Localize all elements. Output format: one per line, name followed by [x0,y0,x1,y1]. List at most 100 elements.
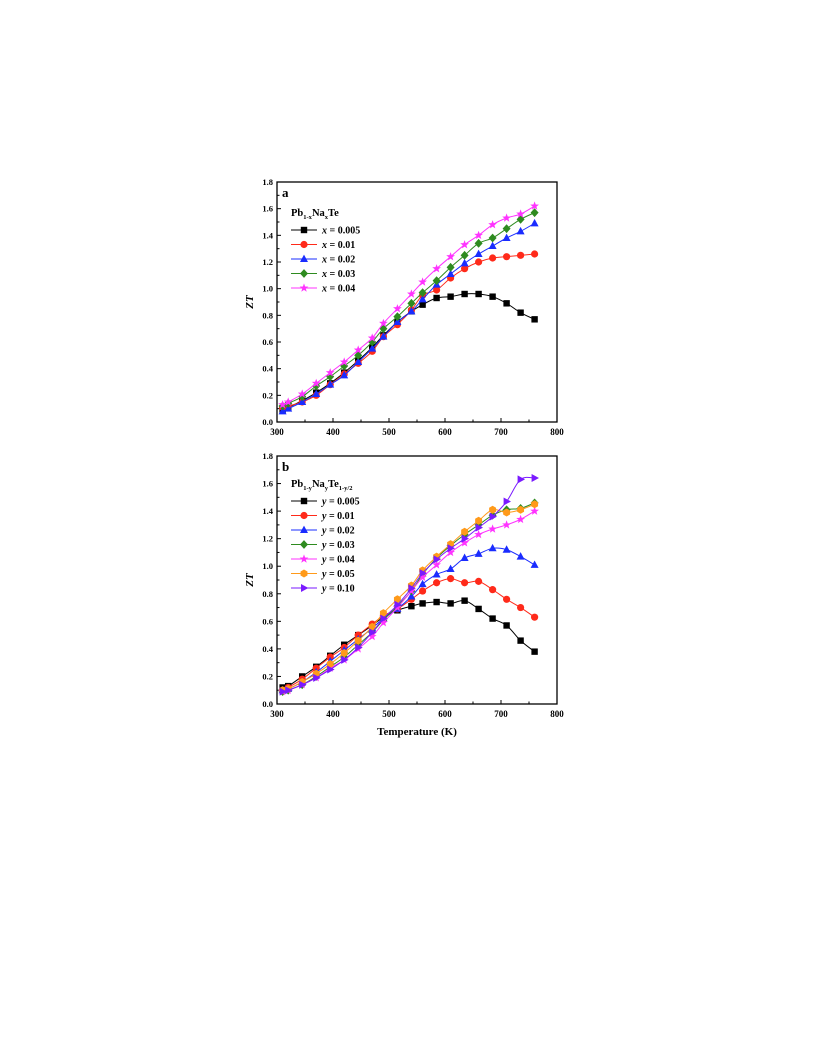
data-point [488,233,497,243]
legend-label: y = 0.04 [321,555,355,566]
chart-panel-a: 300 400 500 600 700 800 0.0 0.2 0.4 0.6 0.8 1.0 1.2 1… [244,177,564,437]
data-point [285,686,293,695]
legend-value: 0.01 [337,511,355,522]
data-point [475,258,483,266]
y-tick-label: 1.2 [262,257,273,267]
data-point [297,389,307,398]
data-point [489,254,497,262]
data-point [419,301,426,308]
y-tick-label: 0.2 [262,671,273,681]
data-point [461,579,469,587]
data-point [474,249,483,257]
data-point [340,649,348,658]
data-point [379,318,388,328]
data-point [418,288,427,298]
x-tick-label: 700 [494,427,508,437]
legend-value: 0.02 [338,255,356,266]
legend-marker [300,269,308,278]
legend-value: 0.05 [337,569,355,580]
legend-value: 0.04 [337,555,355,566]
legend-variable: y [321,526,327,537]
legend-title: Pb1-yNayTe1-y/2 [291,479,352,492]
legend-entry: y = 0.10 [291,584,355,595]
y-tick-label: 1.4 [262,506,273,516]
x-tick-label: 600 [438,709,452,719]
data-point [326,660,334,669]
data-point [531,474,539,483]
data-point [516,226,525,235]
legend-title-text: Pb [291,479,303,490]
data-point [488,220,497,229]
data-point [489,293,496,300]
y-tick-label: 0.0 [262,417,273,427]
legend-marker [300,226,308,234]
data-point [475,516,483,525]
data-point [432,264,441,273]
data-point [460,538,469,547]
data-point [446,262,455,272]
data-point [517,637,524,644]
data-point [489,615,496,622]
y-tick-label: 0.2 [262,390,273,400]
legend-title-subscript: 1-y [303,485,312,492]
data-point [298,397,307,405]
data-point [354,636,362,645]
data-point [503,253,511,261]
data-point [312,381,321,391]
data-point [379,609,387,618]
data-point [278,400,287,409]
legend-variable: x [321,269,327,280]
data-point [488,524,497,533]
data-point [516,514,525,524]
legend-label: x = 0.005 [321,226,360,237]
legend-entry: x = 0.02 [291,255,355,266]
y-tick-label: 0.0 [262,699,273,709]
legend-variable: y [321,540,327,551]
legend-label: y = 0.01 [321,511,355,522]
legend-variable: y [321,555,327,566]
legend-entry: x = 0.04 [291,283,355,295]
data-point [419,600,426,607]
legend-marker [301,584,309,592]
legend-entry: x = 0.03 [291,269,355,280]
data-point [474,230,483,240]
data-point [516,552,525,560]
legend-variable: x [321,255,327,266]
series-y-0.10 [279,474,539,696]
legend-title: Pb1-xNaxTe [291,208,339,221]
y-axis-label: ZT [244,294,256,310]
data-point [460,553,469,561]
data-point [447,600,454,607]
legend-title-subscript: x [325,214,329,221]
data-point [353,345,363,354]
data-point [460,258,469,267]
legend-title-text: Pb [291,208,303,219]
data-point [516,209,525,218]
data-point [489,586,497,594]
data-point [326,380,335,388]
data-point [517,309,524,316]
series-x-0.04 [278,201,539,409]
data-point [433,294,440,302]
data-point [503,300,510,307]
data-point [432,570,441,578]
panel-label: b [282,459,289,474]
data-point [488,241,497,249]
data-point [502,213,511,222]
data-point [489,512,497,521]
legend-title-text: Te [328,479,339,490]
data-point [354,357,363,365]
legend-label: x = 0.03 [321,269,355,280]
legend-marker [299,283,309,292]
series-line [282,547,535,691]
legend-value: 0.03 [337,540,355,551]
legend-variable: y [321,584,327,595]
legend-title-text: Te [328,208,339,219]
y-tick-label: 1.8 [262,177,273,187]
series-line [282,600,535,688]
legend-label: x = 0.02 [321,255,355,266]
x-tick-label: 500 [382,427,396,437]
data-point [278,406,287,415]
legend-marker [300,240,308,249]
x-tick-label: 400 [326,427,340,437]
